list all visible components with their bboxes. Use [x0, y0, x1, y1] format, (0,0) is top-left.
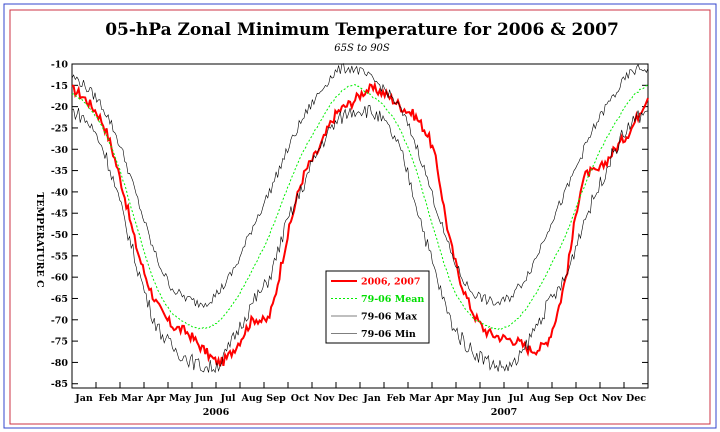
x-tick-label: Feb [99, 393, 118, 404]
x-tick-label: Feb [387, 393, 406, 404]
x-tick-label: Nov [314, 393, 335, 404]
x-tick-label: Jan [362, 393, 381, 404]
x-tick-label: Jun [194, 393, 213, 404]
x-axis: Jan Feb Mar Apr May Jun Jul Aug Sep Oct Nov Dec Jan F… [71, 382, 649, 418]
y-axis: -10 -15 -20 -25 -30 -35 -40 -45 -50 -55 -60 -65 -70 -… [51, 60, 648, 390]
y-tick-label: -10 [51, 60, 69, 71]
legend-label: 79-06 Min [361, 329, 416, 340]
chart-subtitle: 65S to 90S [334, 43, 390, 54]
series-line-3 [71, 105, 649, 374]
chart-title: 05-hPa Zonal Minimum Temperature for 200… [105, 20, 619, 40]
series-group [71, 63, 649, 374]
x-tick-label: Oct [291, 393, 310, 404]
y-axis-label: TEMPERATURE C [34, 192, 45, 288]
x-tick-label: May [169, 393, 192, 404]
x-tick-label: Oct [579, 393, 598, 404]
y-tick-label: -85 [51, 379, 68, 390]
x-tick-label: Jul [507, 393, 523, 404]
y-tick-label: -20 [51, 102, 69, 113]
y-tick-label: -45 [51, 209, 68, 220]
y-tick-label: -25 [51, 123, 68, 134]
x-tick-label: Mar [121, 393, 144, 404]
y-tick-label: -55 [51, 251, 68, 262]
x-tick-label: Dec [626, 393, 646, 404]
x-tick-label: May [457, 393, 480, 404]
x-tick-label: Sep [266, 393, 286, 404]
inner-frame [9, 9, 711, 425]
y-tick-label: -35 [51, 166, 68, 177]
y-tick-label: -40 [51, 187, 69, 198]
x-tick-label: Sep [554, 393, 574, 404]
x-tick-label: Jun [482, 393, 501, 404]
plot-area: -10 -15 -20 -25 -30 -35 -40 -45 -50 -55 -60 -65 -70 -… [51, 60, 649, 418]
y-tick-label: -70 [51, 315, 69, 326]
x-tick-label: Dec [338, 393, 358, 404]
x-tick-label: Apr [145, 393, 166, 404]
x-tick-label: Aug [529, 393, 551, 404]
x-tick-label: Aug [241, 393, 263, 404]
y-tick-label: -15 [51, 81, 68, 92]
outer-frame [3, 3, 717, 429]
y-tick-label: -50 [51, 230, 69, 241]
y-tick-label: -30 [51, 145, 69, 156]
x-tick-label: Mar [409, 393, 432, 404]
legend-label: 79-06 Max [361, 312, 417, 323]
x-tick-label: Nov [602, 393, 623, 404]
x-tick-label: Jul [219, 393, 235, 404]
y-tick-label: -75 [51, 337, 68, 348]
x-tick-label: Apr [433, 393, 454, 404]
legend-label: 79-06 Mean [361, 294, 424, 305]
year-label: 2007 [491, 407, 517, 418]
series-line-1 [71, 84, 649, 331]
y-tick-label: -60 [51, 273, 69, 284]
legend-box [325, 270, 430, 344]
series-line-0 [71, 80, 649, 367]
legend: 2006, 2007 79-06 Mean 79-06 Max 79-06 Min [325, 270, 430, 344]
y-tick-label: -80 [51, 358, 69, 369]
year-label: 2006 [203, 407, 230, 418]
series-line-2 [71, 63, 649, 309]
y-tick-label: -65 [51, 294, 68, 305]
x-tick-label: Jan [74, 393, 93, 404]
legend-label: 2006, 2007 [361, 277, 421, 288]
